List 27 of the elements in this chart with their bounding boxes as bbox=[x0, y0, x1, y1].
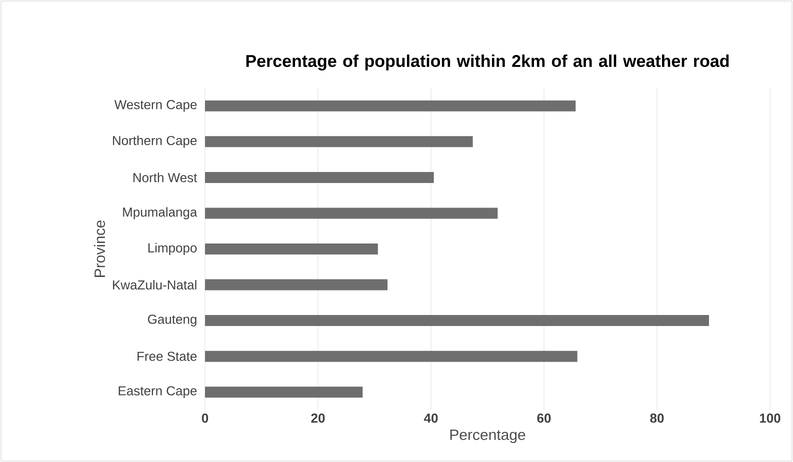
chart-title: Percentage of population within 2km of an all weather road bbox=[246, 54, 729, 70]
y-axis-title: Province bbox=[94, 220, 106, 277]
bar bbox=[205, 243, 378, 254]
bar bbox=[205, 172, 434, 183]
y-tick-label: Limpopo bbox=[148, 242, 197, 256]
y-tick-label: Gauteng bbox=[148, 314, 196, 326]
bar bbox=[205, 208, 498, 219]
bar bbox=[205, 100, 576, 112]
bar bbox=[205, 386, 363, 398]
bar bbox=[205, 315, 709, 326]
y-tick-label: KwaZulu-Natal bbox=[113, 280, 196, 290]
y-tick-label: Mpumalanga bbox=[123, 207, 198, 220]
x-tick-label: 20 bbox=[311, 414, 325, 423]
y-tick-label: North West bbox=[133, 172, 198, 182]
x-tick-label: 0 bbox=[202, 414, 208, 423]
x-tick-label: 60 bbox=[537, 414, 551, 423]
y-tick-label: Free State bbox=[138, 352, 197, 361]
bar bbox=[205, 279, 388, 290]
x-axis-title: Percentage bbox=[450, 430, 526, 444]
x-tick-label: 100 bbox=[760, 414, 780, 423]
x-tick-label: 40 bbox=[424, 414, 438, 423]
y-tick-label: Western Cape bbox=[114, 100, 197, 112]
x-tick-label: 80 bbox=[650, 414, 664, 423]
bar bbox=[205, 350, 578, 362]
bar bbox=[205, 136, 473, 148]
y-tick-label: Northern Cape bbox=[113, 136, 197, 148]
y-tick-label: Eastern Cape bbox=[118, 386, 197, 398]
